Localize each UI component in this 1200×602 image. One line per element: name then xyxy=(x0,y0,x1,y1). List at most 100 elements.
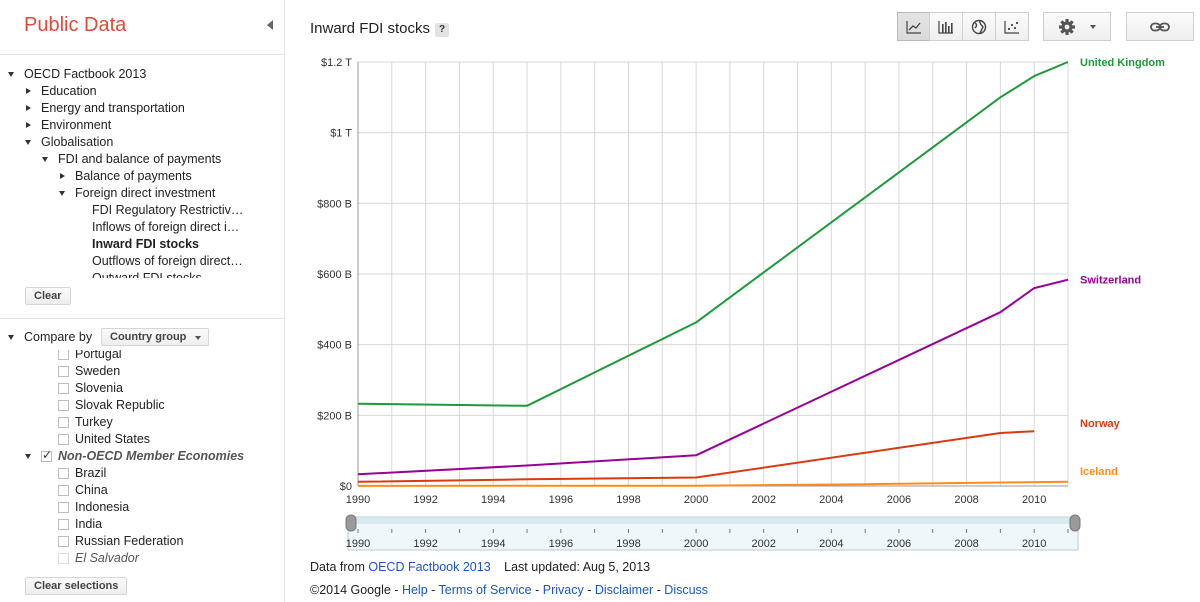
tree-item-globalisation[interactable]: Globalisation xyxy=(0,134,284,151)
checkbox[interactable]: ✓ xyxy=(41,448,52,462)
y-tick-label: $1 T xyxy=(330,128,352,140)
country-item-portugal[interactable]: Portugal xyxy=(0,350,284,363)
tree-item-energy-and-transportation[interactable]: Energy and transportation xyxy=(0,100,284,117)
country-item-non-oecd-member-economies[interactable]: ✓ Non-OECD Member Economies xyxy=(0,448,284,465)
bar-chart-icon xyxy=(938,20,953,34)
link-button[interactable] xyxy=(1126,12,1194,41)
help-icon[interactable]: ? xyxy=(435,23,449,37)
tree-item-environment[interactable]: Environment xyxy=(0,117,284,134)
series-line-norway[interactable] xyxy=(357,430,1035,483)
source-row: Data from OECD Factbook 2013 Last update… xyxy=(310,560,650,574)
checkbox[interactable] xyxy=(58,417,69,428)
copyright: ©2014 Google xyxy=(310,583,391,597)
footer-separator: - xyxy=(427,583,439,597)
gear-icon xyxy=(1059,18,1075,35)
collapse-sidebar-icon[interactable] xyxy=(267,20,273,30)
timeline-tick-label: 2000 xyxy=(684,538,708,550)
line-chart[interactable]: $0 $200 B $400 B $600 B $800 B $1 T $1.2 T 1990… xyxy=(290,50,1195,555)
country-item-sweden[interactable]: Sweden xyxy=(0,363,284,380)
chevron-right-icon[interactable] xyxy=(26,88,31,94)
tree-item-inward-fdi-stocks[interactable]: Inward FDI stocks xyxy=(0,236,284,253)
tree-item-foreign-direct-investment[interactable]: Foreign direct investment xyxy=(0,185,284,202)
country-item-russian-federation[interactable]: Russian Federation xyxy=(0,533,284,550)
country-item-brazil[interactable]: Brazil xyxy=(0,465,284,482)
checkbox[interactable] xyxy=(58,502,69,513)
bar-chart-button[interactable] xyxy=(929,12,963,41)
chevron-down-icon[interactable] xyxy=(25,140,31,145)
map-chart-button[interactable] xyxy=(962,12,996,41)
series-label-norway[interactable]: Norway xyxy=(1080,418,1121,430)
tree-item-outflows-of-foreign-direct[interactable]: Outflows of foreign direct… xyxy=(0,253,284,270)
source-link[interactable]: OECD Factbook 2013 xyxy=(368,560,491,574)
tree-item-fdi-regulatory-restrictiv[interactable]: FDI Regulatory Restrictiv… xyxy=(0,202,284,219)
tree-item-oecd-factbook-2013[interactable]: OECD Factbook 2013 xyxy=(0,66,284,83)
checkbox[interactable] xyxy=(58,400,69,411)
chevron-right-icon[interactable] xyxy=(26,105,31,111)
checkbox[interactable] xyxy=(58,536,69,547)
series-label-united-kingdom[interactable]: United Kingdom xyxy=(1080,57,1165,69)
country-item-indonesia[interactable]: Indonesia xyxy=(0,499,284,516)
country-item-china[interactable]: China xyxy=(0,482,284,499)
country-item-slovenia[interactable]: Slovenia xyxy=(0,380,284,397)
chevron-down-icon[interactable] xyxy=(8,335,14,340)
tree-item-education[interactable]: Education xyxy=(0,83,284,100)
chevron-down-icon[interactable] xyxy=(25,454,31,459)
chevron-right-icon[interactable] xyxy=(60,173,65,179)
country-list[interactable]: Portugal Sweden Slovenia Slovak Republic Tur… xyxy=(0,350,284,570)
checkbox[interactable] xyxy=(58,468,69,479)
line-chart-button[interactable] xyxy=(897,12,930,41)
footer-link-help[interactable]: Help xyxy=(401,583,428,597)
clear-button[interactable]: Clear xyxy=(25,287,71,305)
clear-selections-button[interactable]: Clear selections xyxy=(25,577,128,595)
country-label: United States xyxy=(75,432,151,446)
footer-link-disclaimer[interactable]: Disclaimer xyxy=(594,583,654,597)
series-label-switzerland[interactable]: Switzerland xyxy=(1080,275,1141,287)
footer-separator: - xyxy=(583,583,595,597)
series-line-switzerland[interactable] xyxy=(357,278,1069,476)
tree-item-label: Outward FDI stocks xyxy=(92,271,202,278)
footer-link-privacy[interactable]: Privacy xyxy=(542,583,584,597)
checkbox[interactable] xyxy=(58,366,69,377)
footer-link-terms-of-service[interactable]: Terms of Service xyxy=(438,583,532,597)
divider xyxy=(0,54,284,55)
settings-button[interactable] xyxy=(1043,12,1111,41)
timeline-selection[interactable] xyxy=(348,518,1078,524)
y-tick-label: $200 B xyxy=(317,410,352,422)
chevron-down-icon[interactable] xyxy=(59,191,65,196)
timeline-handle-left[interactable] xyxy=(345,514,357,532)
country-item-slovak-republic[interactable]: Slovak Republic xyxy=(0,397,284,414)
chevron-down-icon[interactable] xyxy=(8,72,14,77)
country-label: Sweden xyxy=(75,364,121,378)
country-item-turkey[interactable]: Turkey xyxy=(0,414,284,431)
country-item-india[interactable]: India xyxy=(0,516,284,533)
checkbox[interactable] xyxy=(58,350,69,360)
footer-link-discuss[interactable]: Discuss xyxy=(664,583,709,597)
y-tick-label: $800 B xyxy=(317,198,352,210)
checkbox[interactable] xyxy=(58,383,69,394)
x-tick-label: 2002 xyxy=(751,494,775,506)
checkbox[interactable] xyxy=(58,519,69,530)
tree-item-outward-fdi-stocks[interactable]: Outward FDI stocks xyxy=(0,270,284,278)
country-group-dropdown[interactable]: Country group xyxy=(101,328,210,346)
timeline-tick-label: 2006 xyxy=(887,538,911,550)
country-item-united-states[interactable]: United States xyxy=(0,431,284,448)
chevron-down-icon[interactable] xyxy=(42,157,48,162)
series-line-iceland[interactable] xyxy=(357,480,1069,487)
tree-item-label: Globalisation xyxy=(41,135,114,149)
series-label-iceland[interactable]: Iceland xyxy=(1080,466,1118,478)
x-tick-label: 1992 xyxy=(413,494,437,506)
tree-item-inflows-of-foreign-direct-i[interactable]: Inflows of foreign direct i… xyxy=(0,219,284,236)
compare-by-label: Compare by xyxy=(24,330,93,344)
checkbox[interactable] xyxy=(58,553,69,564)
scatter-chart-button[interactable] xyxy=(995,12,1029,41)
tree-item-label: Outflows of foreign direct… xyxy=(92,254,243,268)
country-item-el-salvador[interactable]: El Salvador xyxy=(0,550,284,567)
tree-item-fdi-and-balance-of-payments[interactable]: FDI and balance of payments xyxy=(0,151,284,168)
checkbox[interactable] xyxy=(58,485,69,496)
tree-item-balance-of-payments[interactable]: Balance of payments xyxy=(0,168,284,185)
series-line-united-kingdom[interactable] xyxy=(357,61,1069,407)
tree-item-label: Foreign direct investment xyxy=(75,186,216,200)
checkbox[interactable] xyxy=(58,434,69,445)
chevron-right-icon[interactable] xyxy=(26,122,31,128)
timeline-handle-right[interactable] xyxy=(1069,514,1081,532)
